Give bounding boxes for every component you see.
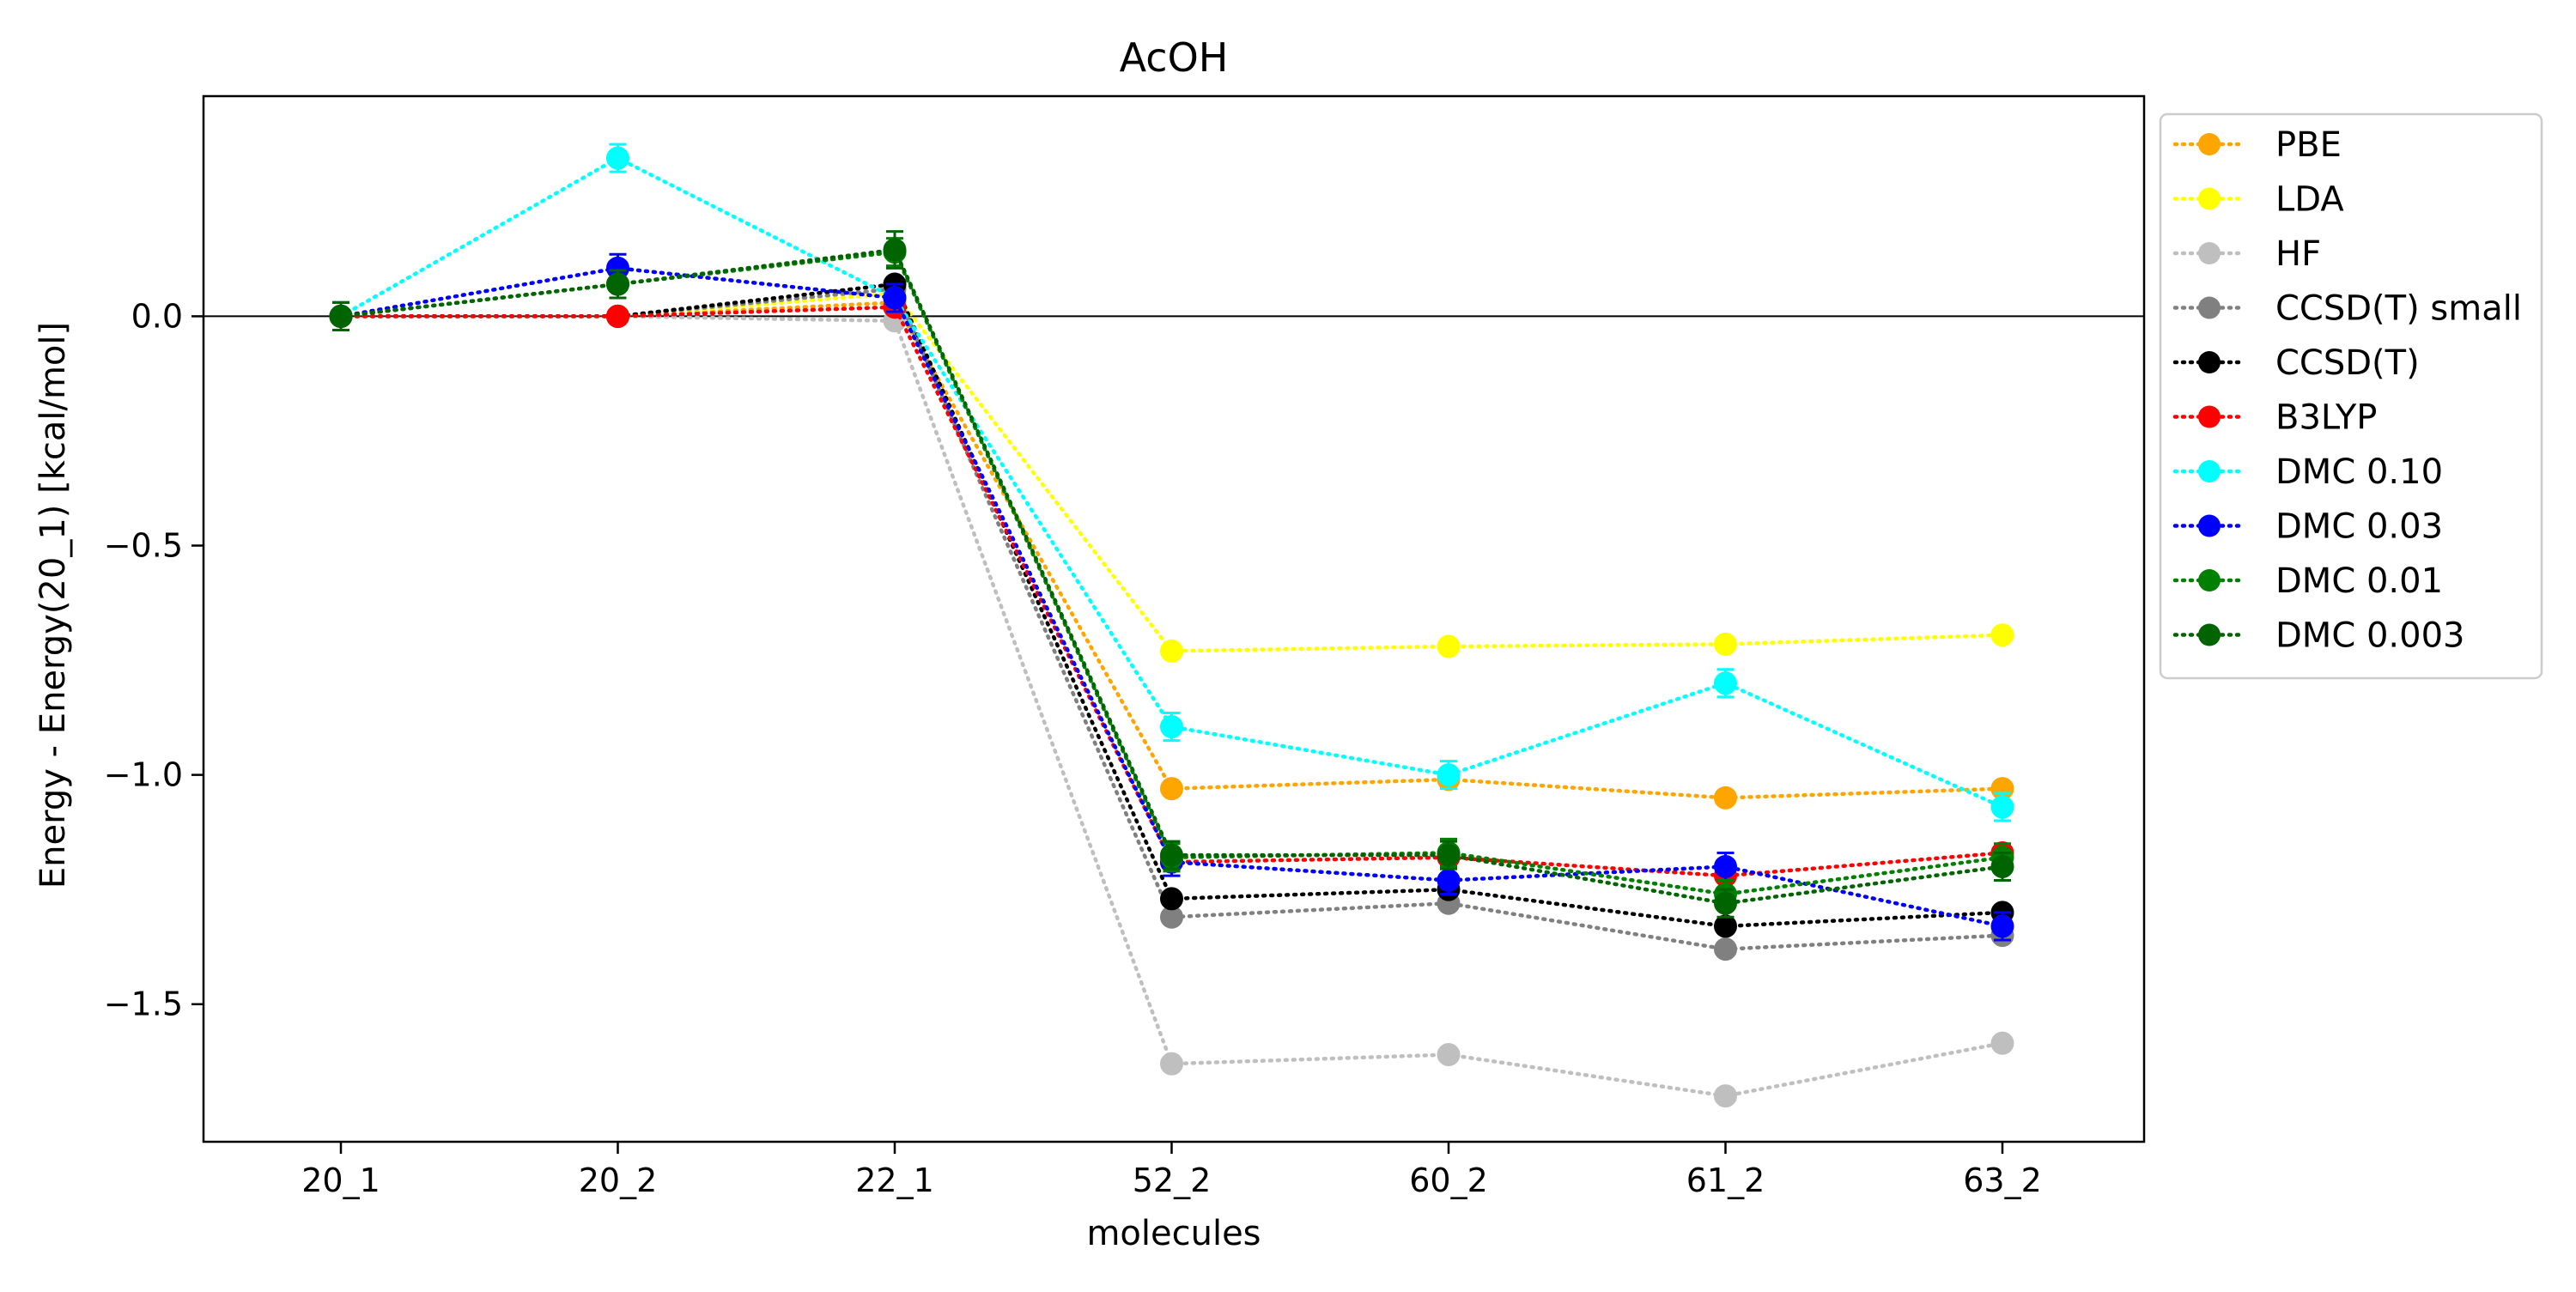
legend-label: HF — [2275, 234, 2321, 274]
legend-item: DMC 0.10 — [2172, 452, 2443, 492]
y-axis-title: Energy - Energy(20_1) [kcal/mol] — [33, 322, 73, 889]
legend-item: CCSD(T) small — [2172, 289, 2522, 329]
legend-label: B3LYP — [2275, 398, 2377, 438]
data-point — [1990, 854, 2014, 878]
legend-label: CCSD(T) — [2275, 343, 2420, 383]
data-point — [1160, 777, 1183, 801]
legend-item: CCSD(T) — [2172, 343, 2420, 383]
legend-marker — [2198, 569, 2221, 591]
legend-item: DMC 0.01 — [2172, 561, 2443, 601]
data-point — [1714, 854, 1737, 878]
legend-box — [2159, 112, 2543, 680]
legend-marker — [2198, 514, 2221, 537]
data-point — [1160, 715, 1183, 739]
data-point — [1437, 634, 1461, 658]
legend-marker — [2198, 460, 2221, 482]
legend-item: PBE — [2172, 125, 2342, 165]
x-tick-label: 52_2 — [1133, 1162, 1212, 1199]
legend-marker — [2198, 623, 2221, 646]
x-tick-label: 63_2 — [1963, 1162, 2042, 1199]
data-point — [329, 304, 353, 328]
data-point — [1437, 763, 1461, 787]
x-axis-title: molecules — [1086, 1214, 1261, 1253]
legend-label: DMC 0.01 — [2275, 561, 2443, 601]
legend-label: PBE — [2275, 125, 2342, 165]
x-tick-label: 60_2 — [1409, 1162, 1488, 1199]
data-point — [1990, 914, 2014, 938]
data-point — [1437, 869, 1461, 892]
y-tick-label: −0.5 — [104, 527, 183, 565]
data-point — [1990, 623, 2014, 647]
data-point — [1714, 671, 1737, 695]
legend-marker — [2198, 187, 2221, 210]
data-point — [1714, 632, 1737, 656]
legend-marker — [2198, 351, 2221, 373]
x-tick-label: 20_1 — [301, 1162, 380, 1199]
y-tick-label: −1.5 — [104, 986, 183, 1023]
legend-marker — [2198, 405, 2221, 428]
data-point — [1437, 1043, 1461, 1066]
legend-label: DMC 0.03 — [2275, 507, 2443, 547]
data-point — [883, 238, 907, 262]
data-point — [1990, 1031, 2014, 1055]
x-tick-label: 22_1 — [855, 1162, 934, 1199]
legend-label: DMC 0.10 — [2275, 452, 2443, 492]
data-point — [1160, 1052, 1183, 1076]
legend-marker — [2198, 133, 2221, 155]
legend-label: CCSD(T) small — [2275, 289, 2522, 329]
data-point — [883, 286, 907, 310]
series-dmc-0-003 — [329, 230, 2014, 919]
legend-item: LDA — [2172, 180, 2344, 220]
data-point — [1714, 937, 1737, 961]
legend-item: B3LYP — [2172, 398, 2377, 438]
y-tick-label: −1.0 — [104, 756, 183, 794]
legend-item: HF — [2172, 234, 2321, 274]
data-point — [1437, 843, 1461, 867]
data-point — [1714, 914, 1737, 938]
x-tick-label: 61_2 — [1686, 1162, 1765, 1199]
legend-item: DMC 0.03 — [2172, 507, 2443, 547]
chart-title: AcOH — [1120, 34, 1229, 81]
data-point — [1714, 786, 1737, 810]
x-tick-label: 20_2 — [579, 1162, 658, 1199]
data-point — [1160, 639, 1183, 663]
legend-marker — [2198, 242, 2221, 264]
data-point — [1160, 887, 1183, 911]
data-point — [606, 304, 629, 328]
data-point — [1714, 1084, 1737, 1108]
legend-label: LDA — [2275, 180, 2344, 220]
data-point — [606, 146, 629, 170]
plot-frame — [202, 94, 2146, 1143]
data-point — [1990, 795, 2014, 819]
data-point — [1160, 843, 1183, 867]
y-tick-label: 0.0 — [131, 297, 183, 335]
legend-marker — [2198, 296, 2221, 319]
legend-item: DMC 0.003 — [2172, 616, 2464, 656]
data-point — [606, 272, 629, 296]
data-point — [1714, 891, 1737, 915]
legend-label: DMC 0.003 — [2275, 616, 2464, 656]
